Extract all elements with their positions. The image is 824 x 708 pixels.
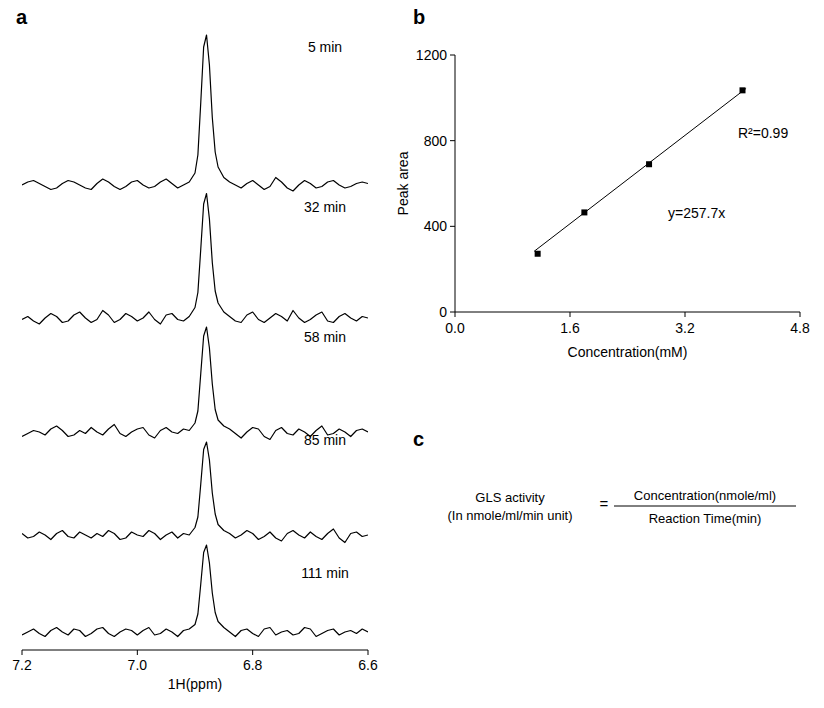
x-tick xyxy=(368,650,369,655)
x-tick-label: 4.8 xyxy=(790,320,810,336)
y-tick-label: 800 xyxy=(424,133,448,149)
annotation: R²=0.99 xyxy=(738,125,788,141)
x-tick-label: 1.6 xyxy=(560,320,580,336)
trace-label: 5 min xyxy=(308,39,342,55)
figure: a 5 min 32 min 58 min 85 min 111 min 7.2 7.0 6.8… xyxy=(0,0,824,708)
formula-denominator: Reaction Time(min) xyxy=(649,511,762,526)
formula-equals: = xyxy=(600,495,609,512)
x-tick xyxy=(22,650,23,655)
x-tick xyxy=(685,312,686,317)
y-tick-label: 400 xyxy=(424,218,448,234)
panel-label: b xyxy=(413,6,425,28)
data-point xyxy=(535,251,541,257)
formula-numerator: Concentration(nmole/ml) xyxy=(634,488,776,503)
trace-label: 58 min xyxy=(304,329,346,345)
x-axis-label: 1H(ppm) xyxy=(168,676,222,692)
fit-line xyxy=(534,88,746,251)
x-axis-label: Concentration(mM) xyxy=(568,344,688,360)
x-tick-label: 7.2 xyxy=(12,657,32,673)
x-axis xyxy=(455,312,800,313)
fraction-bar xyxy=(614,506,796,507)
spectrum-line xyxy=(22,35,368,191)
plot-group xyxy=(534,87,746,256)
y-tick xyxy=(450,140,455,141)
x-tick-label: 3.2 xyxy=(675,320,695,336)
y-tick-label: 1200 xyxy=(416,47,447,63)
x-tick xyxy=(137,650,138,655)
spectrum-line xyxy=(22,442,368,543)
trace-label: 85 min xyxy=(304,432,346,448)
y-tick-label: 0 xyxy=(439,304,447,320)
trace-group xyxy=(22,327,368,440)
spectrum-line xyxy=(22,545,368,637)
spectrum-line xyxy=(22,327,368,440)
x-tick-label: 6.8 xyxy=(243,657,263,673)
formula-lhs: (In nmole/ml/min unit) xyxy=(448,508,573,523)
x-tick xyxy=(455,312,456,317)
y-tick xyxy=(450,55,455,56)
spectrum-line xyxy=(22,194,368,325)
x-axis xyxy=(22,650,368,651)
y-axis xyxy=(455,55,456,312)
y-axis-label: Peak area xyxy=(395,151,411,215)
x-tick-label: 6.6 xyxy=(358,657,378,673)
trace-label: 111 min xyxy=(301,565,349,581)
x-tick-label: 7.0 xyxy=(128,657,148,673)
x-tick xyxy=(252,650,253,655)
trace-group xyxy=(22,545,368,637)
annotation: y=257.7x xyxy=(668,205,725,221)
trace-group xyxy=(22,35,368,191)
x-tick xyxy=(570,312,571,317)
panel-label: c xyxy=(413,428,424,450)
trace-group xyxy=(22,194,368,325)
y-tick xyxy=(450,312,455,313)
y-tick xyxy=(450,226,455,227)
x-tick xyxy=(800,312,801,317)
x-tick-label: 0.0 xyxy=(445,320,465,336)
trace-group xyxy=(22,442,368,543)
panel-label: a xyxy=(16,6,28,28)
trace-label: 32 min xyxy=(304,199,346,215)
formula-lhs: GLS activity xyxy=(475,490,545,505)
